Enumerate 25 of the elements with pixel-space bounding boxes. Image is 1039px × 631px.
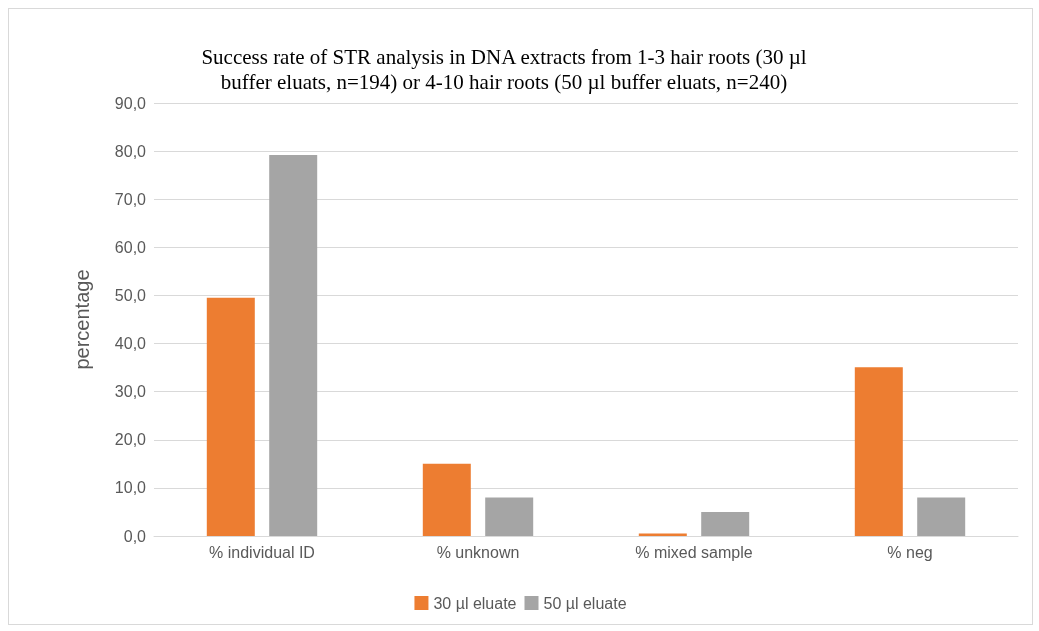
bar: [854, 367, 903, 536]
bar: [701, 511, 750, 536]
chart-title: Success rate of STR analysis in DNA extracts from 1-3 hair roots (30 µl buffer eluats, n=194) or 4-10 hair roots (50 µl buffer eluats, n=240): [201, 44, 807, 94]
y-tick-label: 0,0: [123, 527, 147, 545]
x-tick-label: % individual ID: [209, 543, 315, 561]
y-axis-title: percentage: [71, 269, 93, 370]
bar: [485, 497, 534, 536]
legend-label: 50 µl eluate: [543, 594, 627, 612]
y-tick-label: 80,0: [114, 142, 147, 160]
y-tick-label: 40,0: [114, 335, 147, 353]
y-tick-label: 10,0: [114, 479, 147, 497]
y-tick-label: 30,0: [114, 383, 147, 401]
y-tick-label: 90,0: [114, 94, 147, 112]
x-tick-label: % mixed sample: [635, 543, 753, 561]
x-tick-label: % neg: [887, 543, 933, 561]
bar: [422, 463, 471, 536]
x-tick-label: % unknown: [436, 543, 520, 561]
y-tick-label: 50,0: [114, 286, 147, 304]
bar: [917, 497, 966, 536]
bar: [269, 154, 318, 536]
legend-label: 30 µl eluate: [433, 594, 517, 612]
y-tick-label: 70,0: [114, 190, 147, 208]
y-tick-label: 20,0: [114, 431, 147, 449]
y-tick-label: 60,0: [114, 238, 147, 256]
bar: [206, 297, 255, 536]
